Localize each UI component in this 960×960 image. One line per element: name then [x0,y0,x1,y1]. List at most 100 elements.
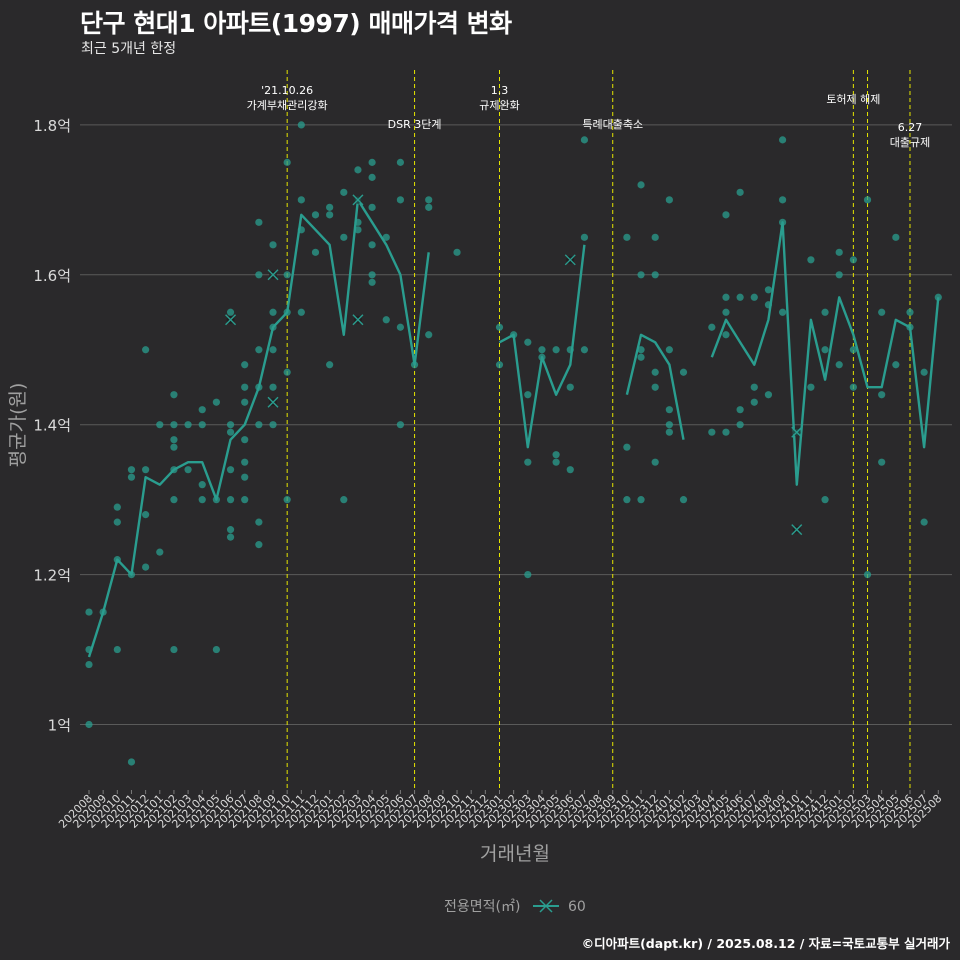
transaction-point [226,526,235,534]
transaction-point [807,383,815,391]
transaction-point [283,271,291,279]
transaction-point [736,406,744,414]
transaction-point [142,563,150,571]
y-tick-label: 1.2억 [33,567,71,585]
event-label: 토허제 해제 [826,92,880,106]
transaction-point [679,496,688,504]
event-label: 6.27 [898,121,923,134]
legend-title: 전용면적(㎡) [444,899,520,915]
transaction-point [241,458,249,466]
transaction-point [127,758,136,766]
transaction-point [255,541,263,549]
event-label: 가계부채관리강화 [247,99,328,112]
transaction-point [142,466,150,474]
special-deal-marker [267,396,279,408]
y-tick-label: 1억 [48,717,71,735]
transaction-point [170,645,178,654]
transaction-point [566,466,574,474]
transaction-point [269,241,277,249]
transaction-point [269,383,277,391]
special-deal-marker [791,426,803,438]
transaction-point [156,421,164,429]
transaction-point [835,271,843,279]
y-axis: 1억 1.2억 1.4억 1.6억 1.8억 [33,117,71,735]
special-deal-stroke [267,269,279,281]
x-axis-title: 거래년월 [480,843,550,865]
transaction-point [580,136,589,144]
transaction-point [807,256,815,264]
special-deal-marker [564,254,576,266]
transaction-point [708,428,716,436]
special-deal-marker [791,524,803,536]
transaction-point [821,496,829,504]
transaction-point [142,511,150,519]
transaction-point [226,466,235,474]
transaction-point [623,443,631,451]
transaction-point [552,458,560,466]
transaction-point [269,421,277,429]
transaction-point [85,720,93,729]
special-deal-stroke [791,524,803,536]
transaction-point [241,383,249,391]
transaction-point [255,518,263,526]
transaction-point [524,571,532,579]
transaction-point [283,368,291,376]
transaction-point [524,338,532,346]
grid-layer [80,124,952,725]
special-deal-stroke [564,254,576,266]
special-deal-marker [352,194,364,206]
transaction-point [566,383,574,391]
transaction-point [326,203,334,211]
transaction-point [495,361,504,369]
transaction-point [297,196,305,204]
event-label: 특례대출축소 [582,118,643,131]
transaction-point [85,660,93,669]
transaction-point [226,421,235,429]
x-axis: 2020082020092020102020112020122021012021… [56,790,944,831]
transaction-point [892,233,900,241]
transaction-point [651,271,659,279]
transaction-point [863,571,872,579]
transaction-point [580,233,589,241]
special-deal-stroke [352,194,364,206]
transaction-point [637,346,645,354]
event-label: 규제완화 [479,99,519,112]
transaction-point [184,421,192,429]
transaction-point [580,346,589,354]
special-deal-marker [352,314,364,326]
transaction-point [255,271,263,279]
transaction-point [382,233,390,241]
transaction-point [113,645,121,654]
transaction-point [665,428,673,436]
transaction-point [127,466,136,474]
transaction-point [326,211,334,219]
transaction-point [778,308,787,316]
transaction-point [665,196,673,204]
transaction-point [382,316,390,324]
transaction-point [368,203,376,211]
transaction-point [637,181,645,189]
transaction-point [552,346,560,354]
special-deal-marker [267,269,279,281]
transaction-point [283,158,291,166]
transaction-point [637,496,645,504]
transaction-point [340,188,348,196]
transaction-point [297,121,305,129]
transaction-point [170,496,178,504]
transaction-point [212,398,220,406]
transaction-point [340,496,348,504]
y-tick-label: 1.8억 [33,117,71,135]
transaction-point [396,421,405,429]
average-price-line [625,333,685,440]
transaction-point [821,346,829,354]
transaction-point [722,331,730,339]
caption: ©디아파트(dapt.kr) / 2025.08.12 / 자료=국토교통부 실… [581,936,950,951]
points-layer [85,121,942,766]
transaction-point [255,421,263,429]
transaction-point [170,391,178,399]
transaction-point [241,436,249,444]
transaction-point [269,308,277,316]
transaction-point [750,293,758,301]
transaction-point [849,383,857,391]
